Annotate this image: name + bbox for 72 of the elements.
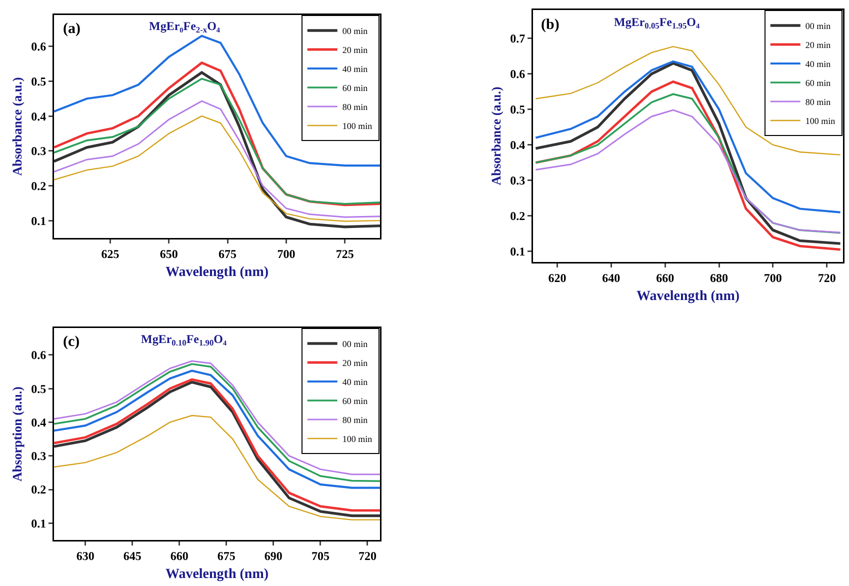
x-tick-label: 700 bbox=[277, 246, 296, 261]
y-tick-label: 0.4 bbox=[31, 415, 46, 430]
legend-label: 20 min bbox=[342, 45, 368, 56]
y-tick-label: 0.4 bbox=[510, 138, 526, 152]
line-series bbox=[54, 100, 380, 218]
y-tick-label: 0.6 bbox=[31, 40, 46, 54]
x-tick-label: 700 bbox=[764, 270, 782, 285]
x-tick-label: 690 bbox=[264, 548, 282, 563]
line-series bbox=[54, 34, 380, 167]
x-tick-label: 720 bbox=[818, 270, 836, 285]
y-tick-label: 0.4 bbox=[31, 109, 46, 124]
x-tick-label: 725 bbox=[336, 246, 354, 261]
y-tick-label: 0.5 bbox=[510, 102, 526, 117]
y-tick-label: 0.2 bbox=[31, 178, 46, 193]
y-tick-label: 0.2 bbox=[510, 209, 526, 224]
annotation: (a) bbox=[63, 21, 80, 37]
legend-label: 00 min bbox=[342, 26, 368, 36]
y-tick-label: 0.6 bbox=[510, 67, 526, 82]
y-axis-title: Absorbance (a.u.) bbox=[9, 77, 24, 176]
legend-label: 40 min bbox=[342, 377, 368, 388]
legend-label: 80 min bbox=[342, 415, 368, 426]
x-tick-label: 640 bbox=[602, 270, 620, 285]
x-tick-label: 625 bbox=[101, 246, 120, 261]
x-tick-label: 650 bbox=[160, 246, 178, 261]
legend-label: 40 min bbox=[342, 64, 368, 74]
y-tick-label: 0.1 bbox=[31, 516, 46, 530]
chart-title: MgEr$_{0.10}$Fe$_{1.90}$O₄ bbox=[141, 332, 227, 348]
x-tick-label: 660 bbox=[170, 548, 188, 563]
legend-label: 60 min bbox=[342, 83, 368, 94]
legend-label: 100 min bbox=[805, 116, 836, 126]
legend-label: 40 min bbox=[805, 59, 832, 70]
annotation: (b) bbox=[541, 17, 560, 33]
x-tick-label: 680 bbox=[710, 270, 728, 285]
y-tick-label: 0.7 bbox=[510, 32, 526, 46]
text: MgEr$_{0.05}$Fe$_{1.95}$O₄ bbox=[614, 15, 700, 31]
legend-label: 100 min bbox=[342, 434, 373, 444]
legend-label: 60 min bbox=[342, 396, 368, 406]
y-tick-label: 0.6 bbox=[31, 348, 46, 362]
y-tick-label: 0.3 bbox=[510, 174, 526, 188]
chart-title: MgEr₀Fe$_{2-x}$O₄ bbox=[149, 19, 220, 35]
x-tick-label: 630 bbox=[76, 548, 94, 563]
x-axis-title: Wavelength (nm) bbox=[636, 288, 740, 304]
legend-label: 80 min bbox=[805, 97, 832, 108]
line-series bbox=[534, 60, 842, 214]
x-axis-title: Wavelength (nm) bbox=[165, 264, 269, 280]
x-tick-label: 675 bbox=[217, 548, 236, 563]
x-tick-label: 645 bbox=[123, 548, 142, 563]
line-series bbox=[54, 414, 380, 520]
x-tick-label: 720 bbox=[358, 548, 376, 563]
legend-label: 80 min bbox=[342, 102, 368, 112]
y-tick-label: 0.3 bbox=[31, 449, 46, 464]
annotation: (c) bbox=[63, 334, 80, 350]
y-tick-label: 0.3 bbox=[31, 144, 46, 158]
legend-label: 00 min bbox=[342, 339, 368, 350]
legend-label: 20 min bbox=[342, 358, 368, 368]
legend-label: 00 min bbox=[805, 21, 832, 32]
x-tick-label: 675 bbox=[218, 246, 237, 261]
y-tick-label: 0.5 bbox=[31, 382, 46, 396]
legend-label: 100 min bbox=[342, 121, 373, 132]
x-tick-label: 620 bbox=[548, 270, 566, 285]
legend-label: 60 min bbox=[805, 78, 832, 88]
y-axis-title: Absorption (a.u.) bbox=[9, 386, 24, 482]
legend-label: 20 min bbox=[805, 40, 832, 50]
y-tick-label: 0.2 bbox=[31, 482, 46, 497]
y-axis-title: Absorbance (a.u.) bbox=[488, 86, 504, 186]
y-tick-label: 0.5 bbox=[31, 74, 46, 88]
y-tick-label: 0.1 bbox=[510, 244, 526, 259]
y-tick-label: 0.1 bbox=[31, 214, 46, 228]
line-series bbox=[54, 115, 380, 222]
x-tick-label: 705 bbox=[311, 548, 330, 563]
x-axis-title: Wavelength (nm) bbox=[165, 566, 269, 582]
x-tick-label: 660 bbox=[656, 270, 674, 285]
